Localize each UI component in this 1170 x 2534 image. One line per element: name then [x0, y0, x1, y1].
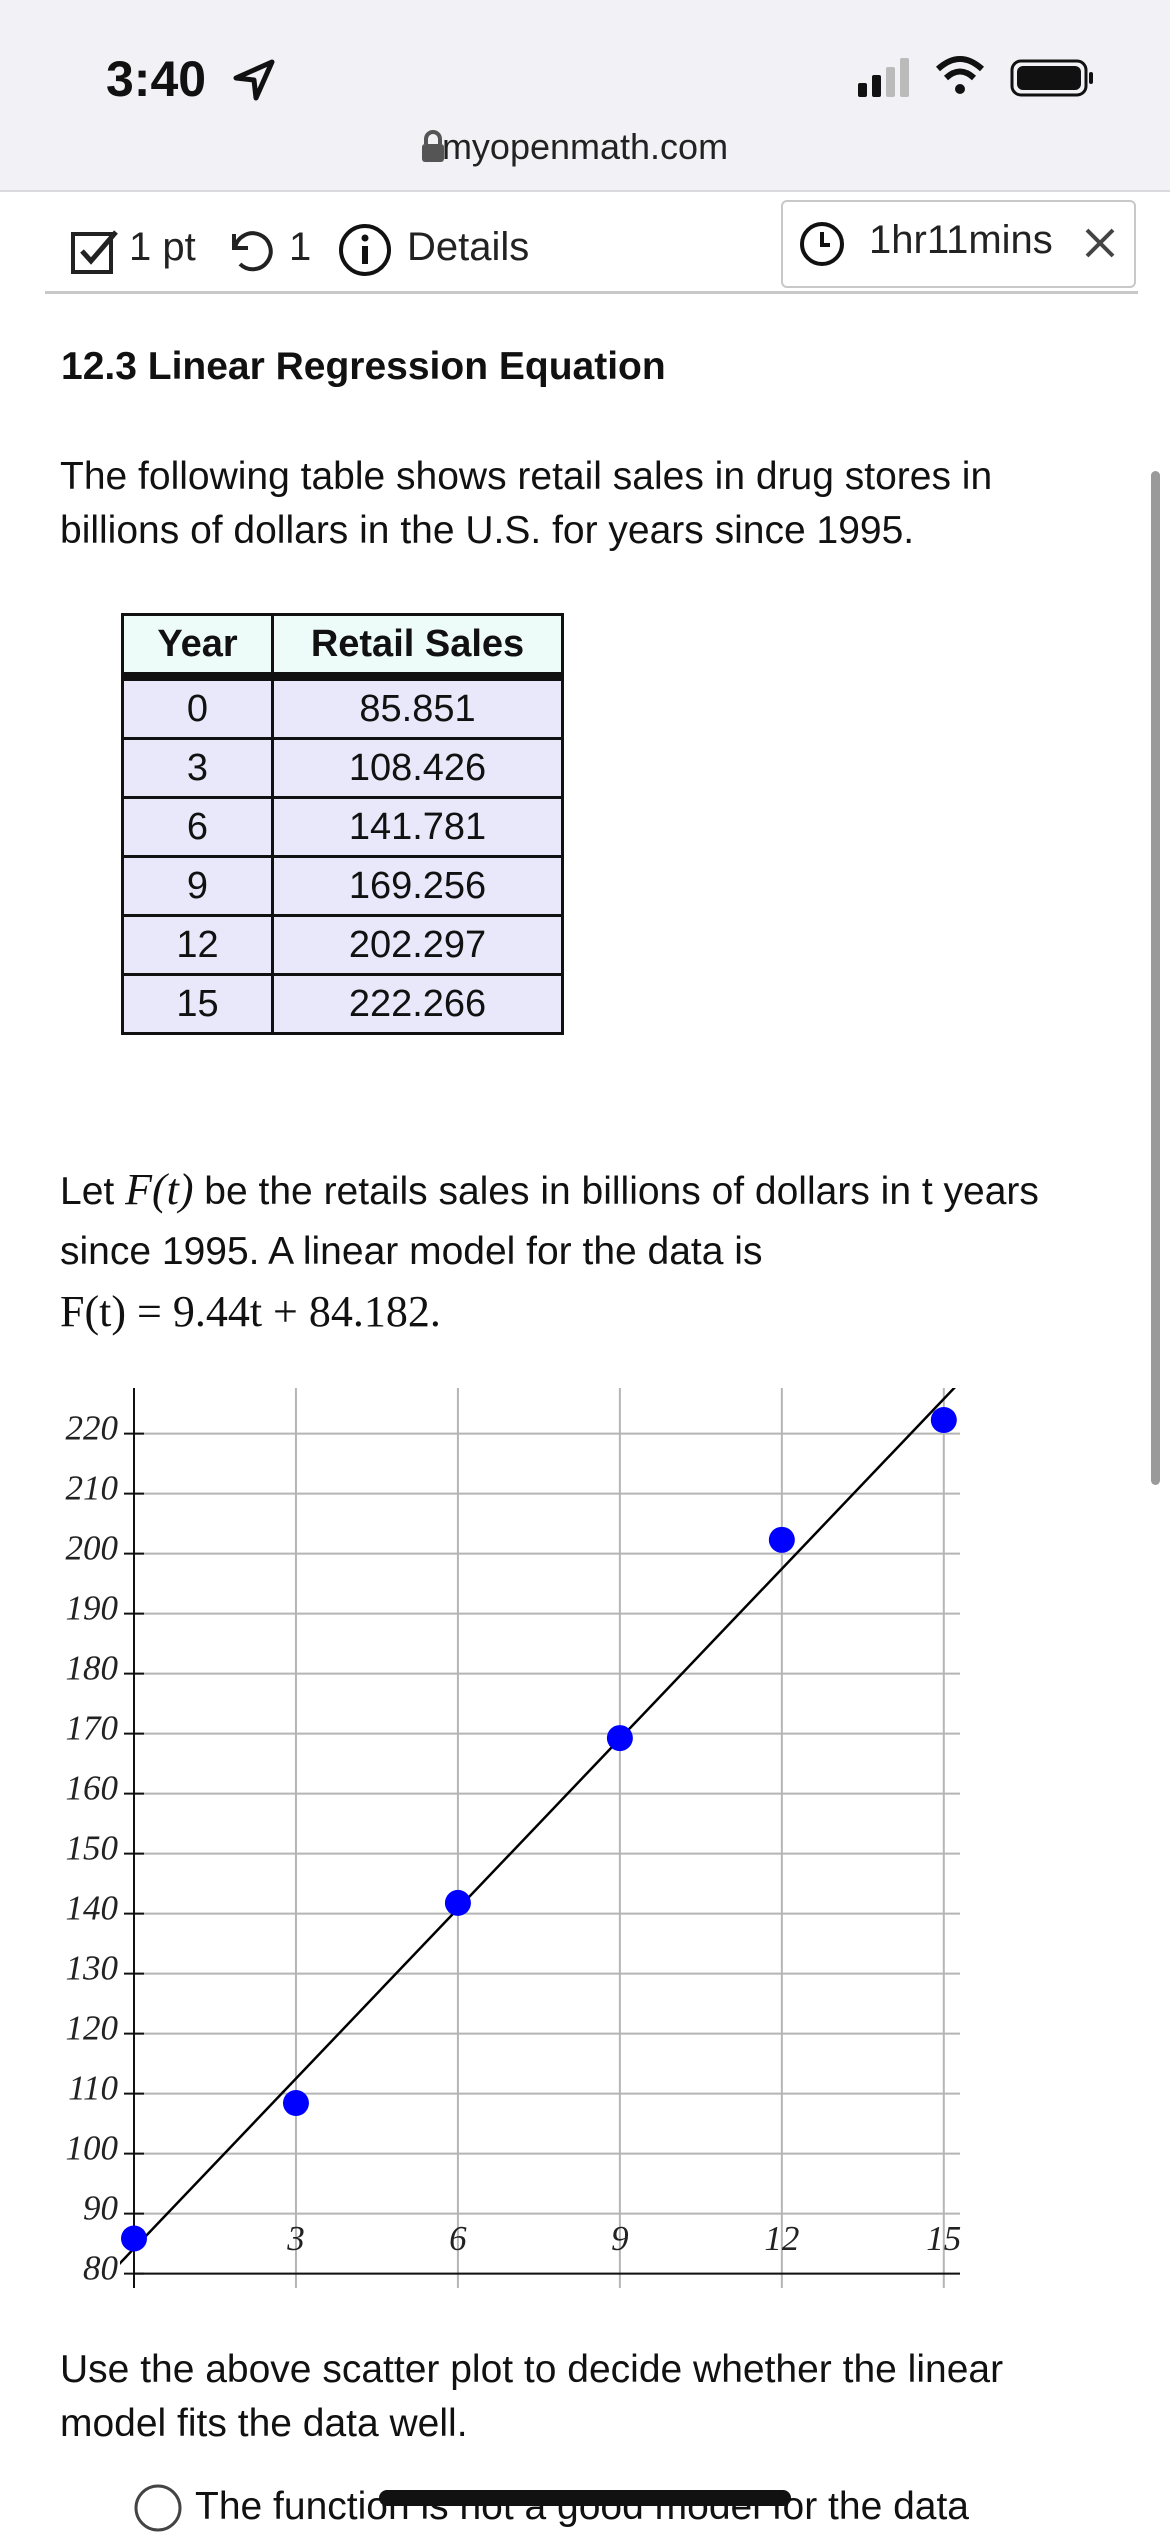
y-tick-label: 210: [66, 1469, 119, 1508]
option-text[interactable]: The function is not a good model for the…: [195, 2485, 970, 2528]
table-cell: 12: [121, 914, 274, 976]
table-row: 15 222.266: [121, 973, 564, 1035]
home-indicator: [379, 2490, 791, 2506]
attempts: 1: [289, 225, 312, 269]
timer-box: [781, 200, 1136, 288]
y-tick-label: 90: [83, 2189, 119, 2228]
x-tick-label: 6: [449, 2219, 467, 2258]
y-tick-label: 130: [66, 1949, 119, 1988]
intro-text: The following table shows retail sales i…: [60, 455, 993, 552]
table-cell: 141.781: [271, 796, 564, 858]
clock: 3:40: [106, 51, 207, 107]
text: Let: [60, 1170, 126, 1213]
table-row: 0 85.851: [121, 675, 564, 740]
table-cell: 202.297: [271, 914, 564, 976]
table-cell: 85.851: [271, 675, 564, 740]
url[interactable]: myopenmath.com: [441, 126, 729, 167]
x-tick-label: 9: [611, 2219, 629, 2258]
table-cell: 15: [121, 973, 274, 1035]
table-cell: 9: [121, 855, 274, 917]
data-point: [768, 1526, 795, 1553]
y-tick-label: 150: [66, 1829, 119, 1868]
table-cell: 3: [121, 737, 274, 799]
data-point: [444, 1889, 471, 1916]
y-tick-label: 190: [66, 1589, 119, 1628]
table-body: 0 85.851 3 108.426 6 141.781 9 169.256 12 202.297…: [121, 675, 564, 1035]
y-tick-label: 120: [66, 2009, 119, 2048]
fit-line-group: [120, 1388, 956, 2266]
y-tick-label: 170: [66, 1709, 119, 1748]
y-tick-label: 140: [66, 1889, 119, 1928]
table-cell: 169.256: [271, 855, 564, 917]
location-icon: [233, 59, 275, 101]
data-table: Year Retail Sales 0 85.851 3 108.426 6 141.781…: [121, 613, 564, 1035]
radio-button[interactable]: [132, 2482, 184, 2534]
column-header: Year: [121, 613, 274, 681]
x-tick-label: 3: [286, 2219, 305, 2258]
y-tick-label: 100: [66, 2129, 119, 2168]
x-tick-label: 15: [926, 2219, 961, 2258]
scrollbar: [1151, 471, 1160, 1485]
fit-line: [120, 1388, 956, 2266]
x-tick-label: 12: [764, 2219, 799, 2258]
lock-icon: [422, 130, 444, 162]
y-tick-label: 160: [66, 1769, 119, 1808]
table-cell: 6: [121, 796, 274, 858]
table-cell: 0: [121, 675, 274, 740]
data-point: [282, 2090, 309, 2117]
close-timer[interactable]: [1084, 227, 1116, 259]
points: 1 pt: [129, 225, 196, 269]
table-row: 12 202.297: [121, 914, 564, 976]
status-icons: [858, 56, 1093, 97]
timer: 1hr11mins: [869, 218, 1053, 262]
status-bar: [0, 0, 1170, 192]
table-header: Year Retail Sales: [121, 613, 564, 681]
column-header: Retail Sales: [271, 613, 564, 681]
table-row: 9 169.256: [121, 855, 564, 917]
model-text: Let F(t) be the retails sales in billion…: [60, 1160, 1120, 1344]
section-title: 12.3 Linear Regression Equation: [61, 345, 666, 388]
y-tick-label: 200: [66, 1529, 119, 1568]
text: be the retails sales in billions of doll…: [60, 1170, 1039, 1273]
checkbox-icon: [71, 230, 118, 274]
data-point: [930, 1407, 957, 1434]
data-point: [121, 2225, 147, 2252]
info-icon[interactable]: [337, 222, 393, 278]
y-tick-label: 180: [66, 1649, 119, 1688]
table-cell: 222.266: [271, 973, 564, 1035]
prompt: Use the above scatter plot to decide whe…: [60, 2348, 1004, 2445]
y-tick-label: 80: [83, 2249, 119, 2288]
y-tick-label: 110: [68, 2069, 118, 2108]
divider: [45, 291, 1138, 294]
formula: F(t) = 9.44t + 84.182.: [60, 1287, 441, 1336]
clock-icon: [800, 222, 844, 266]
data-point: [606, 1725, 633, 1752]
details-link[interactable]: Details: [407, 225, 530, 269]
y-tick-label: 220: [66, 1409, 119, 1448]
attempts-icon: [232, 231, 273, 272]
math: F(t): [125, 1165, 194, 1214]
table-row: 6 141.781: [121, 796, 564, 858]
table-cell: 108.426: [271, 737, 564, 799]
table-row: 3 108.426: [121, 737, 564, 799]
